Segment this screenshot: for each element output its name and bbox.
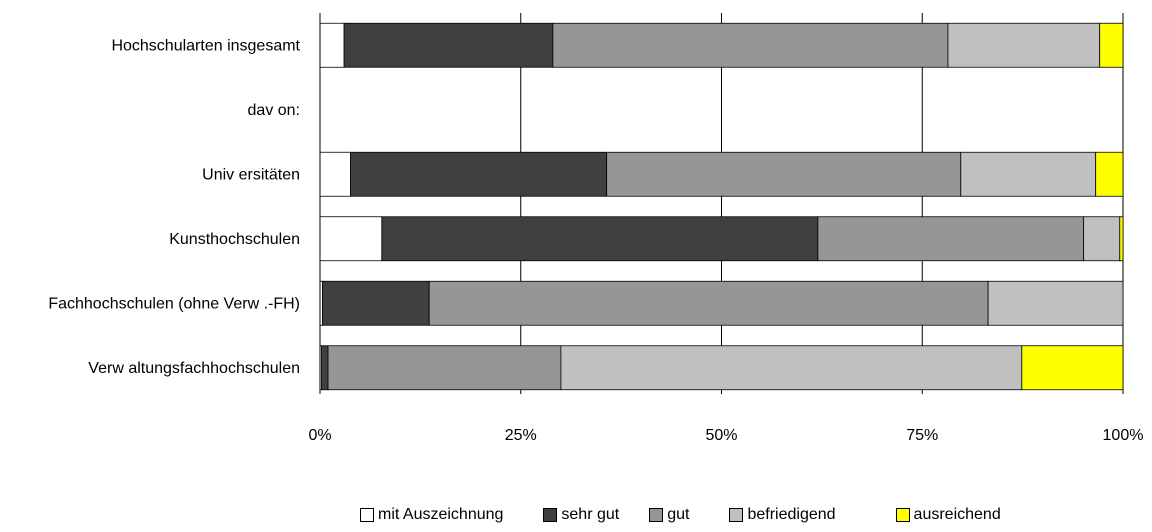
category-label: Univ ersitäten bbox=[202, 166, 300, 183]
bar-segment bbox=[960, 151, 1097, 197]
bar-segment bbox=[343, 22, 554, 68]
bar-segment bbox=[319, 216, 383, 262]
bar-segment bbox=[606, 151, 962, 197]
legend-item: sehr gut bbox=[543, 506, 619, 524]
legend-item: gut bbox=[649, 506, 689, 524]
x-tick-label: 25% bbox=[505, 427, 537, 444]
category-label: dav on: bbox=[248, 102, 300, 119]
bar-segment bbox=[1083, 216, 1121, 262]
legend-item: befriedigend bbox=[729, 506, 836, 524]
bar-segment bbox=[321, 345, 329, 391]
stacked-bar-chart: Hochschularten insgesamt dav on: Univ ersi… bbox=[48, 13, 1144, 444]
category-label: Verw altungsfachhochschulen bbox=[88, 360, 300, 377]
category-label: Hochschularten insgesamt bbox=[111, 37, 300, 54]
bar-segment bbox=[1099, 22, 1124, 68]
bar-segment bbox=[947, 22, 1101, 68]
bar-segment bbox=[1119, 216, 1124, 262]
bar-segment bbox=[1095, 151, 1124, 197]
chart-legend: mit Auszeichnung sehr gut gut befriedigend a… bbox=[360, 503, 1001, 527]
x-tick-label: 100% bbox=[1103, 427, 1144, 444]
legend-label: mit Auszeichnung bbox=[378, 506, 504, 523]
bar-segment bbox=[322, 280, 430, 326]
bar-segment bbox=[552, 22, 949, 68]
legend-item: mit Auszeichnung bbox=[360, 506, 503, 524]
legend-label: sehr gut bbox=[561, 506, 620, 523]
legend-swatch bbox=[543, 508, 558, 522]
x-tick-label: 75% bbox=[906, 427, 938, 444]
legend-label: gut bbox=[667, 506, 690, 523]
bar-segment bbox=[428, 280, 989, 326]
bar-segment bbox=[327, 345, 562, 391]
legend-label: befriedigend bbox=[747, 506, 836, 523]
legend-swatch bbox=[360, 508, 374, 522]
bar-segment bbox=[319, 151, 351, 197]
bar-segment bbox=[350, 151, 608, 197]
bar-segment bbox=[817, 216, 1085, 262]
bar-segment bbox=[560, 345, 1023, 391]
bar-segment bbox=[1021, 345, 1124, 391]
legend-swatch bbox=[729, 508, 744, 522]
legend-swatch bbox=[895, 508, 910, 522]
bar-segment bbox=[987, 280, 1124, 326]
category-label: Fachhochschulen (ohne Verw .-FH) bbox=[48, 295, 300, 312]
x-tick-label: 0% bbox=[308, 427, 331, 444]
legend-swatch bbox=[649, 508, 664, 522]
legend-label: ausreichend bbox=[913, 506, 1001, 523]
bar-segment bbox=[381, 216, 819, 262]
category-label: Kunsthochschulen bbox=[169, 231, 300, 248]
x-tick-label: 50% bbox=[705, 427, 737, 444]
bar-segment bbox=[319, 22, 345, 68]
legend-item: ausreichend bbox=[895, 506, 1001, 524]
